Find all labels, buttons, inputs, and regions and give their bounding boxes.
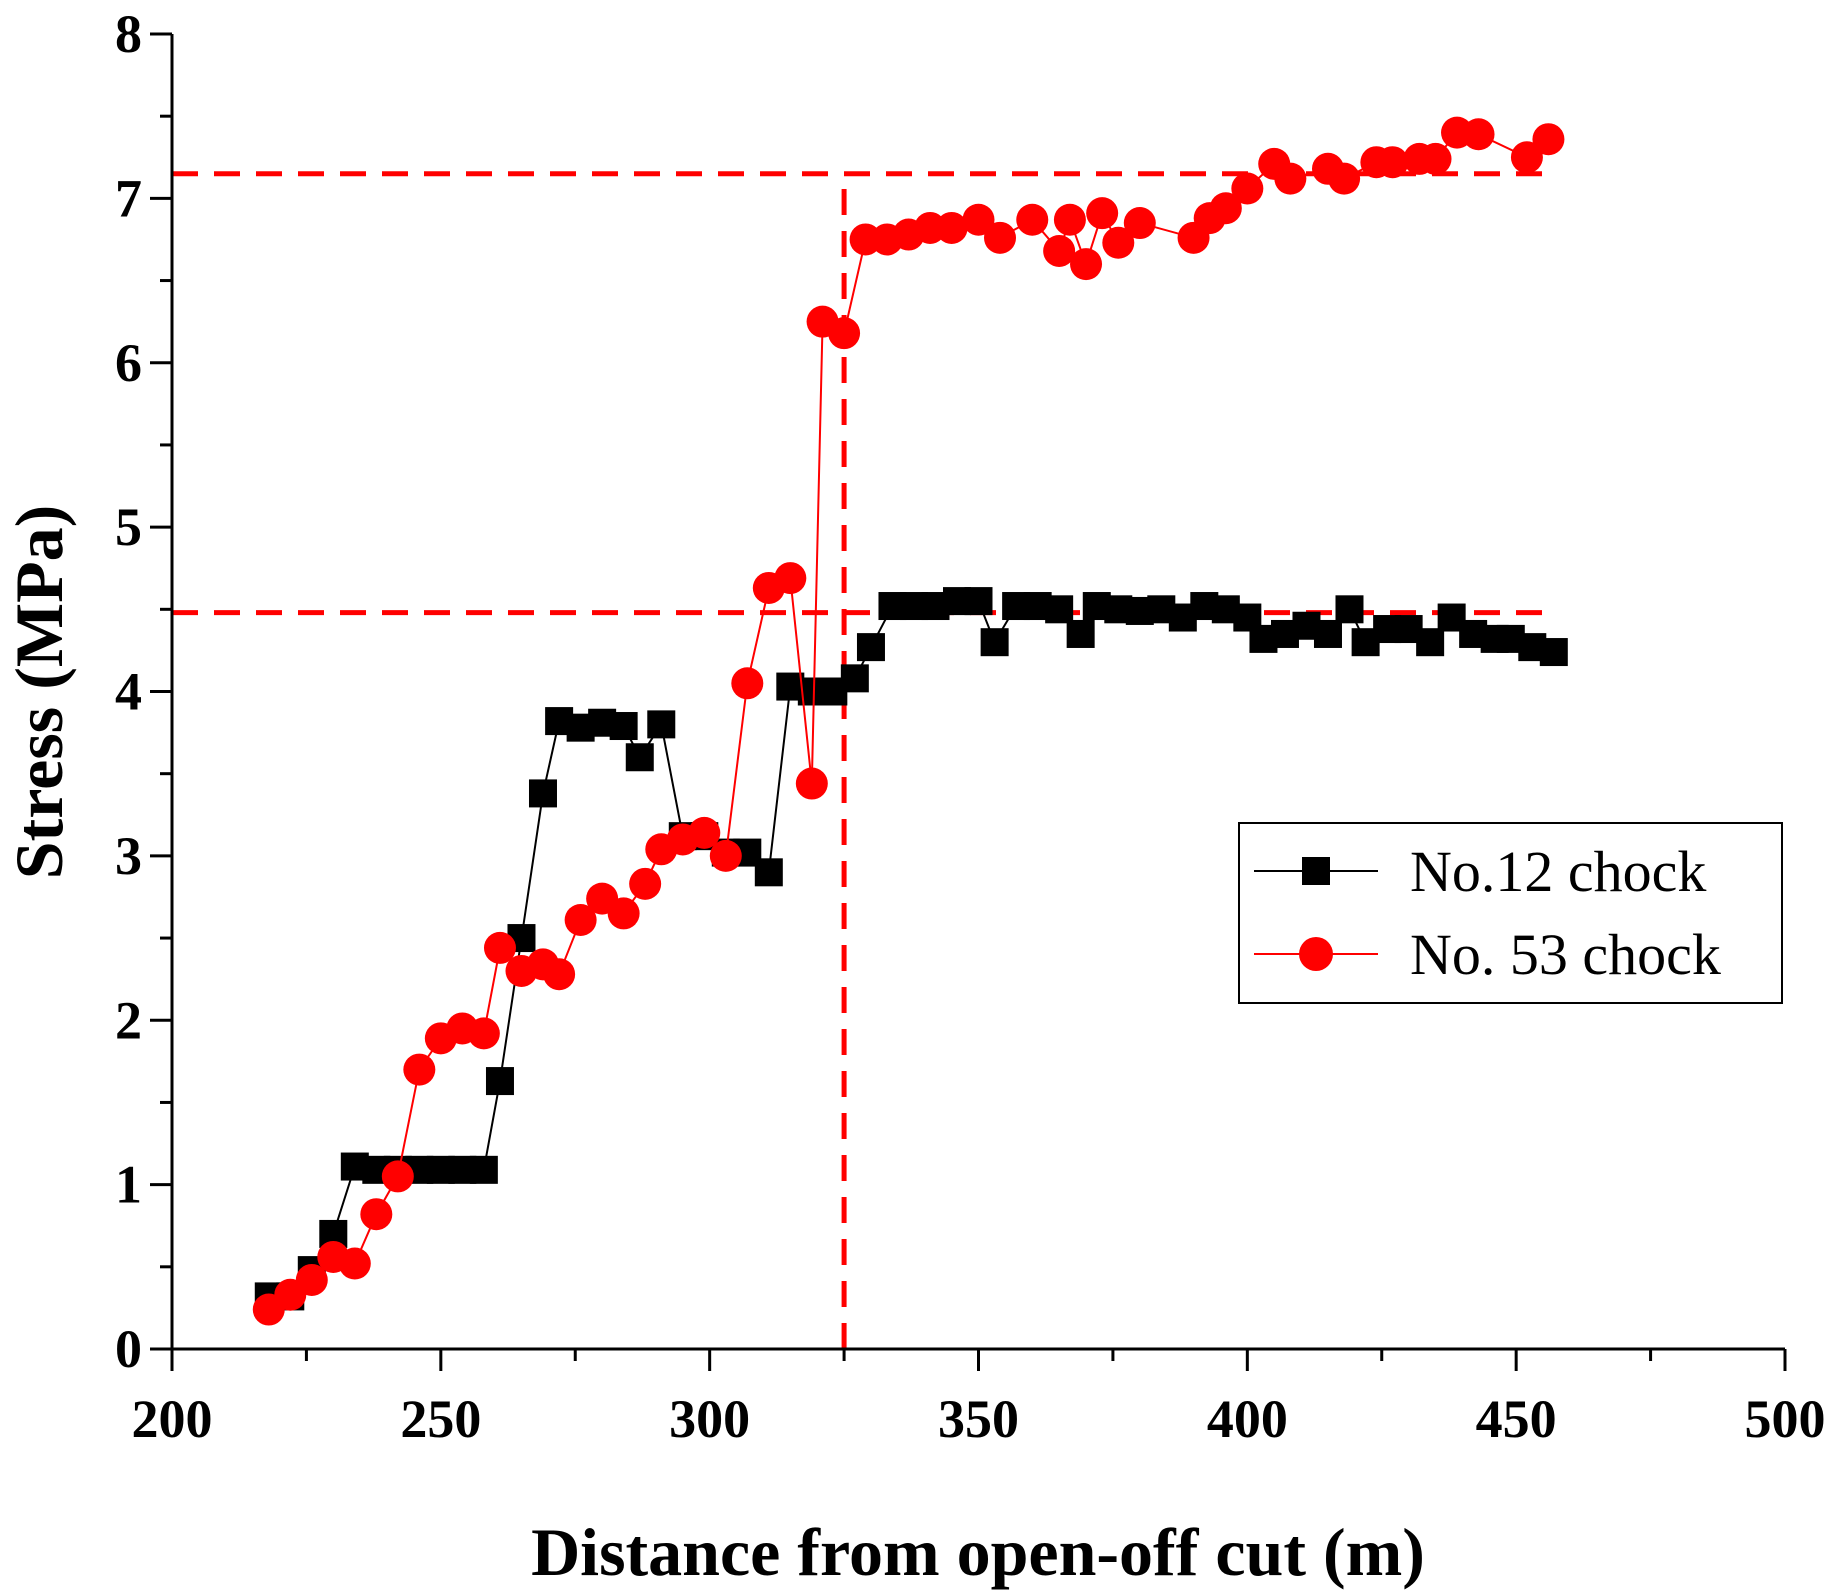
x-tick-label: 300 [669, 1389, 750, 1449]
y-tick-label: 0 [115, 1319, 142, 1379]
x-axis-title: Distance from open-off cut (m) [531, 1514, 1425, 1590]
data-point-no53 [543, 958, 576, 991]
data-point-no12 [980, 628, 1009, 657]
data-point-no12 [1045, 595, 1074, 624]
data-point-no12 [469, 1155, 498, 1184]
data-point-no53 [338, 1247, 371, 1280]
data-point-no12 [1416, 628, 1445, 657]
legend-marker-no12 [1302, 857, 1330, 885]
x-tick-label: 500 [1745, 1389, 1826, 1449]
data-point-no12 [1066, 619, 1095, 648]
data-point-no53 [1086, 197, 1119, 230]
legend-marker-no53 [1299, 937, 1333, 971]
data-point-no12 [1313, 619, 1342, 648]
data-point-no53 [1274, 162, 1307, 195]
data-point-no12 [754, 858, 783, 887]
data-point-no12 [1335, 595, 1364, 624]
data-point-no53 [483, 931, 516, 964]
data-point-no53 [688, 816, 721, 849]
x-tick-label: 200 [132, 1389, 213, 1449]
y-tick-label: 4 [115, 662, 142, 722]
data-point-no53 [1043, 234, 1076, 267]
legend-box [1238, 822, 1783, 1004]
y-tick-label: 2 [115, 990, 142, 1050]
data-point-no53 [935, 211, 968, 244]
data-point-no53 [467, 1017, 500, 1050]
data-point-no53 [1328, 162, 1361, 195]
legend-label-no53: No. 53 chock [1410, 922, 1721, 987]
data-point-no53 [1231, 172, 1264, 205]
y-axis-title: Stress (MPa) [1, 505, 77, 880]
data-point-no53 [1016, 203, 1049, 236]
series-line-no53 [268, 131, 1550, 1311]
data-point-no53 [709, 839, 742, 872]
data-point-no12 [625, 743, 654, 772]
y-tick-label: 5 [115, 497, 142, 557]
data-point-no53 [1053, 203, 1086, 236]
y-tick-label: 7 [115, 168, 142, 228]
data-point-no53 [1070, 248, 1103, 281]
data-point-no53 [381, 1160, 414, 1193]
x-tick-label: 400 [1207, 1389, 1288, 1449]
data-point-no12 [647, 710, 676, 739]
data-point-no53 [1102, 226, 1135, 259]
data-point-no53 [1462, 118, 1495, 151]
data-point-no53 [629, 867, 662, 900]
legend: No.12 chock No. 53 chock [1238, 822, 1783, 1004]
data-point-no53 [607, 897, 640, 930]
x-tick-label: 250 [400, 1389, 481, 1449]
data-point-no12 [1539, 638, 1568, 667]
series-layer [252, 116, 1568, 1326]
y-tick-label: 3 [115, 826, 142, 886]
data-point-no12 [609, 712, 638, 741]
data-point-no53 [962, 203, 995, 236]
data-point-no53 [1209, 192, 1242, 225]
data-point-no12 [485, 1067, 514, 1096]
data-point-no53 [1510, 141, 1543, 174]
x-tick-label: 350 [938, 1389, 1019, 1449]
data-point-no53 [795, 767, 828, 800]
data-point-no53 [295, 1263, 328, 1296]
y-tick-label: 1 [115, 1155, 142, 1215]
data-point-no53 [1532, 123, 1565, 156]
y-tick-label: 6 [115, 333, 142, 393]
data-point-no53 [360, 1198, 393, 1231]
ticks: 200 250 300 350 400 450 500 0 1 2 3 4 5 6 7 8 [115, 4, 1826, 1449]
data-point-no53 [984, 221, 1017, 254]
data-point-no53 [1419, 142, 1452, 175]
data-point-no12 [964, 587, 993, 616]
data-point-no53 [403, 1053, 436, 1086]
data-point-no53 [1376, 146, 1409, 179]
data-point-no53 [828, 317, 861, 350]
data-point-no12 [856, 633, 885, 662]
data-point-no53 [731, 667, 764, 700]
legend-label-no12: No.12 chock [1410, 839, 1706, 904]
data-point-no53 [774, 562, 807, 595]
data-point-no53 [564, 903, 597, 936]
y-tick-label: 8 [115, 4, 142, 64]
data-point-no53 [1123, 207, 1156, 240]
data-point-no12 [840, 664, 869, 693]
data-point-no12 [528, 779, 557, 808]
x-tick-label: 450 [1476, 1389, 1557, 1449]
